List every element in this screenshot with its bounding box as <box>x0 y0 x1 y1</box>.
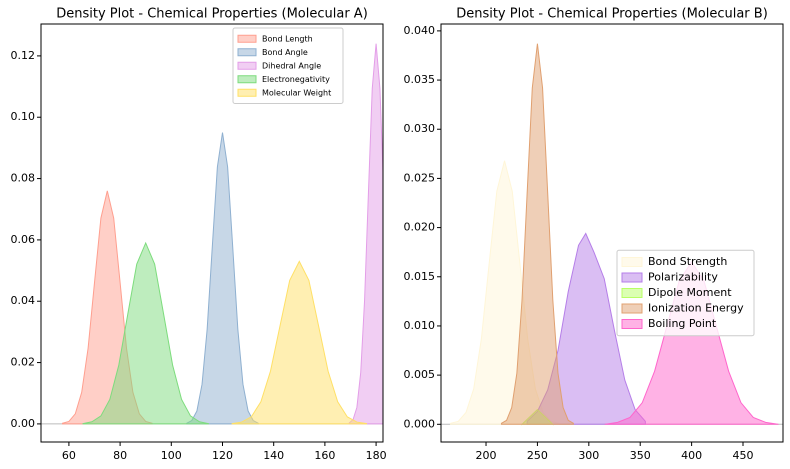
legend-label: Dihedral Angle <box>262 61 321 70</box>
x-tick-label: 200 <box>476 449 497 462</box>
y-tick-label: 0.10 <box>11 110 36 123</box>
density-area <box>186 132 259 425</box>
x-tick-label: 120 <box>212 449 233 462</box>
chart-title: Density Plot - Chemical Properties (Mole… <box>56 7 368 22</box>
y-tick-label: 0.12 <box>11 49 36 62</box>
plot-area <box>41 43 383 425</box>
y-tick-label: 0.02 <box>11 356 36 369</box>
density-area <box>231 260 367 425</box>
plot-area <box>441 43 783 426</box>
y-tick-label: 0.000 <box>404 417 436 430</box>
legend-label: Electronegativity <box>262 75 330 84</box>
x-tick-label: 80 <box>113 449 127 462</box>
y-tick-label: 0.00 <box>11 417 36 430</box>
y-tick-label: 0.040 <box>404 24 436 37</box>
chart-title: Density Plot - Chemical Properties (Mole… <box>456 7 768 22</box>
legend-swatch <box>237 75 257 84</box>
x-tick-label: 160 <box>314 449 335 462</box>
y-tick-label: 0.005 <box>404 368 436 381</box>
x-tick-label: 350 <box>630 449 651 462</box>
x-tick-label: 140 <box>263 449 284 462</box>
y-tick-label: 0.025 <box>404 171 436 184</box>
legend-swatch <box>237 48 257 57</box>
y-tick-label: 0.020 <box>404 221 436 234</box>
x-tick-label: 60 <box>62 449 76 462</box>
y-tick-label: 0.030 <box>404 122 436 135</box>
y-tick-label: 0.06 <box>11 233 36 246</box>
legend-label: Polarizability <box>648 271 718 284</box>
axes-frame <box>40 23 384 443</box>
x-tick-label: 450 <box>733 449 754 462</box>
legend-swatch <box>621 257 643 267</box>
legend-label: Bond Strength <box>648 255 727 268</box>
y-tick-label: 0.04 <box>11 294 36 307</box>
legend-swatch <box>621 272 643 283</box>
legend-label: Boiling Point <box>648 317 717 330</box>
x-tick-label: 300 <box>578 449 599 462</box>
legend-label: Dipole Moment <box>648 286 732 299</box>
legend-label: Bond Length <box>262 34 313 43</box>
legend-swatch <box>621 319 643 329</box>
legend-box <box>616 249 755 337</box>
y-tick-label: 0.010 <box>404 319 436 332</box>
x-tick-label: 400 <box>681 449 702 462</box>
legend-label: Ionization Energy <box>648 302 744 315</box>
legend-swatch <box>237 88 257 97</box>
x-tick-label: 100 <box>161 449 182 462</box>
axes-frame <box>440 23 784 443</box>
legend-swatch <box>621 303 643 314</box>
density-area <box>348 43 383 425</box>
legend-swatch <box>621 288 643 298</box>
y-tick-label: 0.035 <box>404 73 436 86</box>
legend-swatch <box>237 61 257 70</box>
legend-swatch <box>237 34 257 43</box>
x-tick-label: 250 <box>527 449 548 462</box>
legend-label: Bond Angle <box>262 48 308 57</box>
density-area <box>500 43 574 425</box>
y-tick-label: 0.015 <box>404 270 436 283</box>
legend-label: Molecular Weight <box>262 88 331 97</box>
legend-box <box>232 27 344 104</box>
y-tick-label: 0.08 <box>11 172 36 185</box>
x-tick-label: 180 <box>366 449 387 462</box>
density-area <box>82 241 209 425</box>
